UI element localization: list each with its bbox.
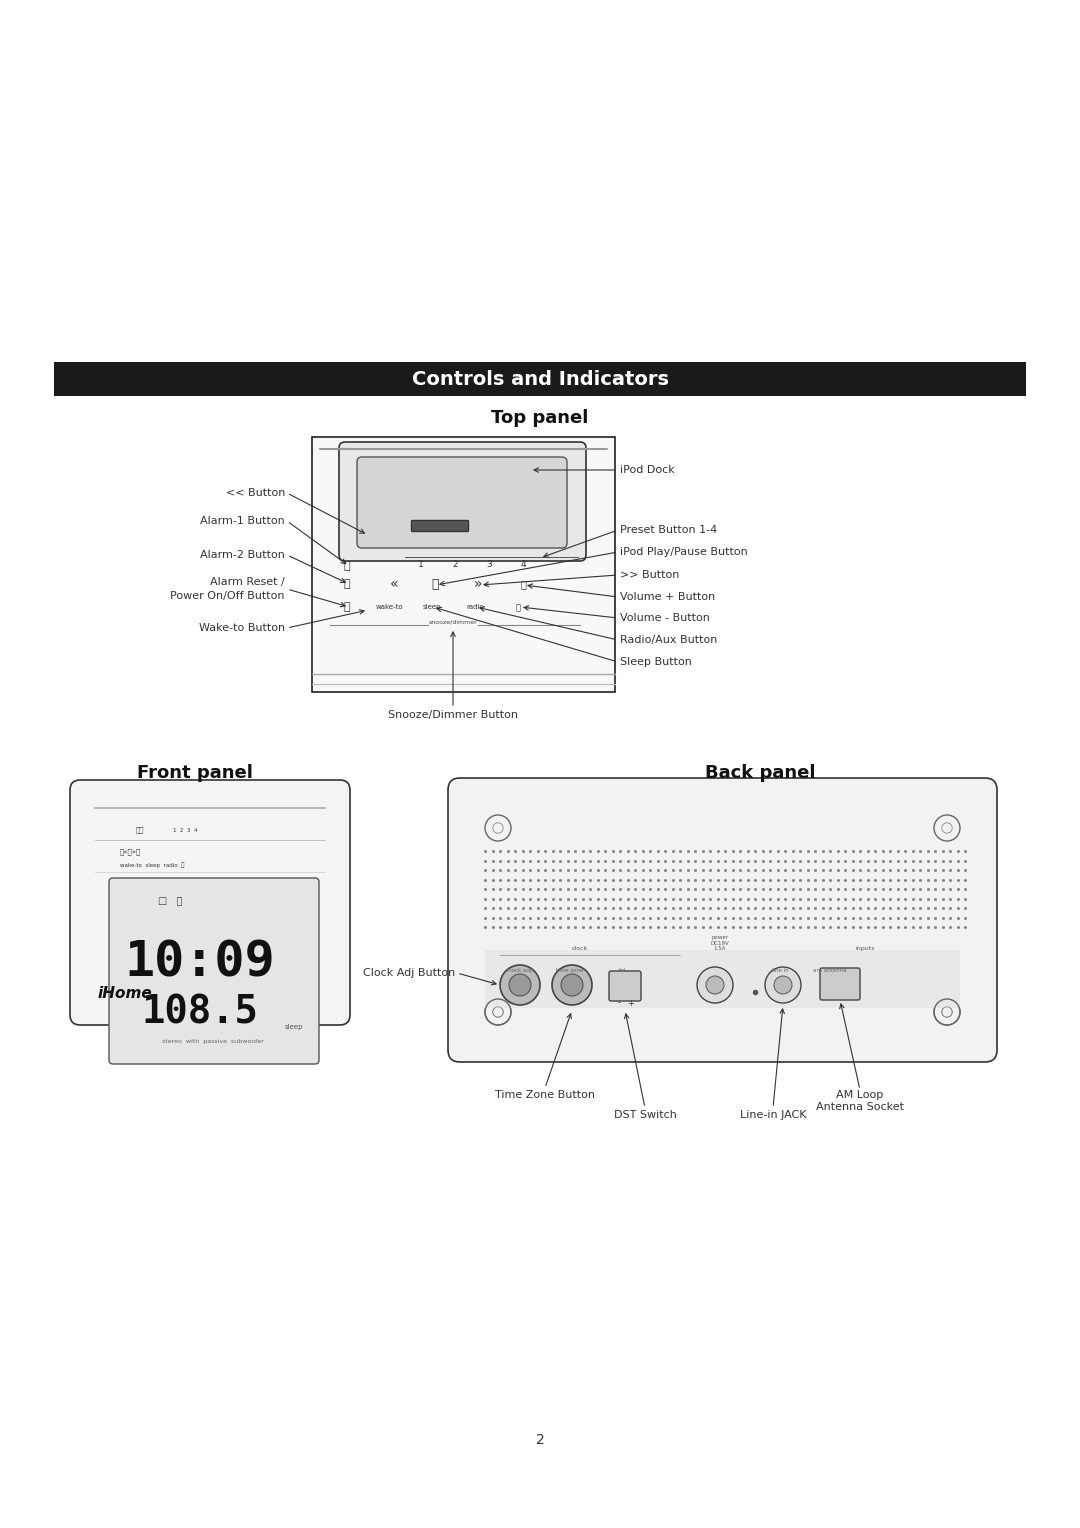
Text: sleep: sleep (285, 1024, 303, 1030)
Text: 1: 1 (418, 559, 423, 568)
Text: 10:09: 10:09 (124, 938, 275, 986)
Text: << Button: << Button (226, 487, 285, 498)
Text: inputs: inputs (855, 946, 875, 950)
FancyBboxPatch shape (411, 521, 469, 532)
Text: Radio/Aux Button: Radio/Aux Button (620, 636, 717, 645)
Text: ⏰: ⏰ (343, 561, 350, 571)
Text: line in: line in (772, 967, 788, 972)
Circle shape (561, 973, 583, 996)
Text: time zone: time zone (556, 967, 583, 972)
Text: 🔈: 🔈 (515, 604, 521, 613)
Text: 2: 2 (453, 559, 458, 568)
Text: ⏻: ⏻ (343, 602, 350, 613)
Text: ⏯: ⏯ (431, 578, 438, 590)
Text: 3: 3 (486, 559, 491, 568)
FancyBboxPatch shape (448, 778, 997, 1062)
Text: Wake-to Button: Wake-to Button (199, 623, 285, 633)
Text: sleep: sleep (422, 604, 442, 610)
Text: DST Switch: DST Switch (613, 1109, 676, 1120)
Text: Alarm-2 Button: Alarm-2 Button (200, 550, 285, 559)
Text: Snooze/Dimmer Button: Snooze/Dimmer Button (388, 711, 518, 720)
Text: clock adj.: clock adj. (507, 967, 534, 972)
Text: wake-to  sleep  radio  🔊: wake-to sleep radio 🔊 (120, 862, 185, 868)
Text: 108.5: 108.5 (141, 993, 258, 1031)
Text: Top panel: Top panel (491, 410, 589, 426)
Text: »: » (474, 578, 483, 591)
Text: -: - (618, 998, 621, 1007)
Text: Line-in JACK: Line-in JACK (740, 1109, 807, 1120)
Text: 4: 4 (521, 559, 526, 568)
FancyBboxPatch shape (820, 969, 860, 999)
Text: □   ⏰: □ ⏰ (158, 895, 183, 905)
FancyBboxPatch shape (357, 457, 567, 549)
Text: ⏰«⏯»🔈: ⏰«⏯»🔈 (120, 848, 141, 856)
Circle shape (697, 967, 733, 1002)
Circle shape (500, 966, 540, 1005)
Circle shape (552, 966, 592, 1005)
Text: «: « (390, 578, 399, 591)
Text: Controls and Indicators: Controls and Indicators (411, 370, 669, 388)
Circle shape (765, 967, 801, 1002)
Circle shape (509, 973, 531, 996)
Text: 2: 2 (536, 1433, 544, 1447)
FancyBboxPatch shape (70, 779, 350, 1025)
Circle shape (774, 976, 792, 995)
Text: snooze/dimmer: snooze/dimmer (429, 619, 477, 623)
Text: +: + (627, 998, 634, 1007)
Text: 1  2  3  4: 1 2 3 4 (173, 828, 198, 833)
Text: dst: dst (618, 967, 626, 972)
Text: Preset Button 1-4: Preset Button 1-4 (620, 526, 717, 535)
Bar (312, 437, 615, 692)
Text: Volume - Button: Volume - Button (620, 613, 710, 623)
Text: AM Loop
Antenna Socket: AM Loop Antenna Socket (816, 1089, 904, 1112)
Text: Time Zone Button: Time Zone Button (495, 1089, 595, 1100)
Text: Sleep Button: Sleep Button (620, 657, 692, 668)
Text: Alarm Reset /: Alarm Reset / (211, 578, 285, 587)
Text: >> Button: >> Button (620, 570, 679, 581)
Text: Front panel: Front panel (137, 764, 253, 782)
Text: power
DC19V
1.5A: power DC19V 1.5A (711, 935, 729, 950)
Text: Back panel: Back panel (705, 764, 815, 782)
Text: clock: clock (571, 946, 589, 950)
Text: 🔊: 🔊 (521, 579, 526, 588)
Text: ⏰: ⏰ (343, 579, 350, 588)
Text: Volume + Button: Volume + Button (620, 591, 715, 602)
Text: iHome: iHome (98, 986, 152, 1001)
FancyBboxPatch shape (609, 970, 642, 1001)
Text: ⏰⏰: ⏰⏰ (136, 827, 145, 833)
Text: iPod Play/Pause Button: iPod Play/Pause Button (620, 547, 747, 558)
FancyBboxPatch shape (339, 442, 586, 561)
Text: am antenna: am antenna (813, 967, 847, 972)
Text: radio: radio (467, 604, 484, 610)
Text: stereo  with  passive  subwoofer: stereo with passive subwoofer (162, 1039, 264, 1045)
Circle shape (706, 976, 724, 995)
Text: Power On/Off Button: Power On/Off Button (171, 591, 285, 601)
FancyBboxPatch shape (109, 879, 319, 1063)
Bar (485, 950, 960, 1008)
Text: iPod Dock: iPod Dock (620, 465, 675, 475)
Bar (54, 362, 1026, 396)
Text: Clock Adj Button: Clock Adj Button (363, 969, 455, 978)
Text: wake-to: wake-to (376, 604, 404, 610)
Text: Alarm-1 Button: Alarm-1 Button (200, 516, 285, 526)
